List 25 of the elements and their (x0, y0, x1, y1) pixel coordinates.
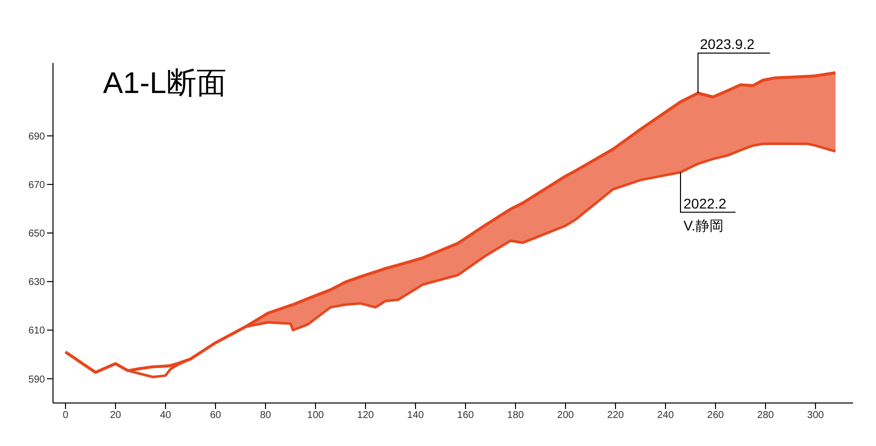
x-tick-label: 240 (657, 410, 674, 422)
x-tick-label: 120 (357, 410, 374, 422)
x-tick-label: 160 (457, 410, 474, 422)
x-tick-label: 280 (757, 410, 774, 422)
chart-title: A1-L断面 (103, 66, 226, 102)
y-tick-label: 690 (28, 131, 46, 142)
x-tick-label: 80 (260, 410, 272, 422)
annotation: 2022.2 V.静岡 (684, 195, 727, 234)
x-tick-label: 0 (62, 410, 69, 422)
x-tick-label: 40 (160, 410, 172, 422)
x-tick-label: 20 (110, 410, 122, 422)
y-tick-label: 610 (28, 326, 46, 337)
y-tick-label: 650 (28, 228, 46, 240)
y-tick-label: 590 (28, 374, 46, 386)
y-tick-label: 670 (28, 180, 46, 191)
annotation: 2023.9.2 (700, 36, 755, 52)
x-tick-label: 100 (307, 410, 324, 422)
y-tick-label: 630 (28, 277, 46, 288)
x-tick-label: 60 (210, 410, 222, 422)
x-tick-label: 200 (557, 410, 574, 422)
x-tick-label: 220 (607, 410, 624, 422)
x-tick-label: 260 (707, 410, 724, 422)
x-tick-label: 140 (407, 410, 424, 422)
x-tick-label: 180 (507, 410, 524, 422)
x-tick-label: 300 (807, 410, 824, 422)
